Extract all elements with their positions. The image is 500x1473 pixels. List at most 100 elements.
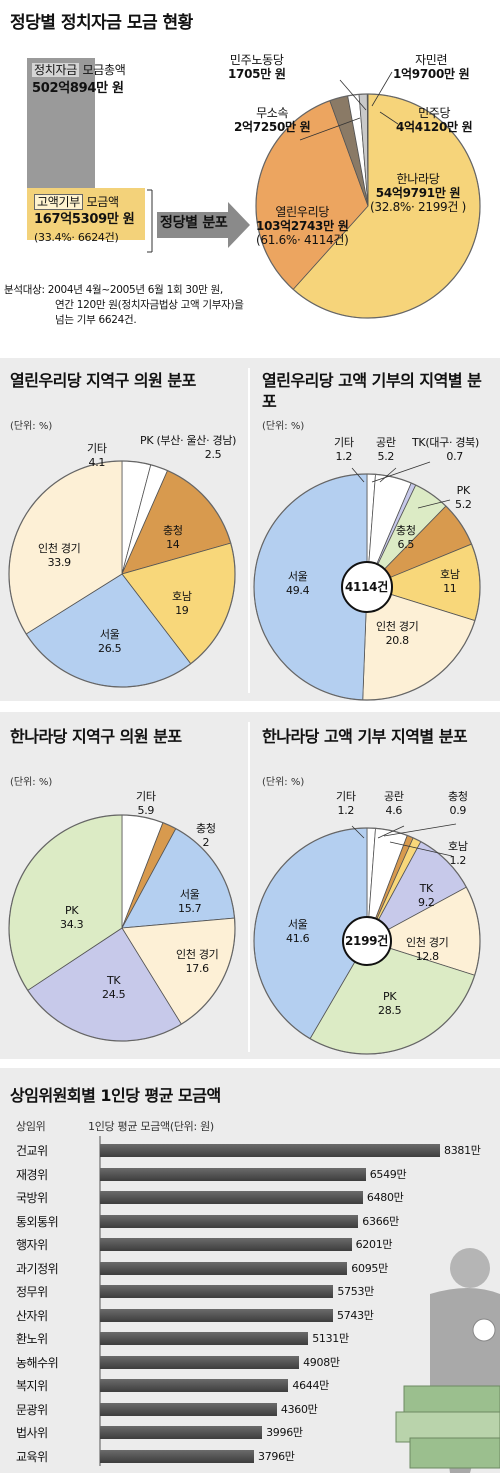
committee-bar bbox=[100, 1191, 363, 1204]
uri-g-label-incheon: 인천 경기 bbox=[376, 620, 419, 633]
committee-bar-value: 3996만 bbox=[266, 1426, 303, 1439]
committee-section: 상임위원회별 1인당 평균 모금액 상임위 1인당 평균 모금액(단위: 원) … bbox=[0, 1068, 500, 1473]
committee-bar-value: 4360만 bbox=[280, 1402, 318, 1416]
party-leader-0 bbox=[339, 79, 367, 111]
arrow-label: 정당별 분포 bbox=[160, 215, 228, 231]
uri-g-label-chungcheong: 충청 bbox=[396, 524, 416, 537]
han-d-value-pk: 34.3 bbox=[60, 918, 84, 931]
committee-row: 농해수위 4908만 bbox=[0, 1352, 500, 1374]
committee-bar bbox=[100, 1379, 289, 1392]
committee-row: 복지위 4644만 bbox=[0, 1375, 500, 1397]
han-d-label-incheon: 인천 경기 bbox=[176, 948, 219, 961]
han-d-value-seoul: 15.7 bbox=[178, 902, 202, 915]
uri-section: 열린우리당 지역구 의원 분포 (단위: %) 열린우리당 고액 기부의 지역별… bbox=[0, 358, 500, 701]
distribution-arrow bbox=[157, 202, 250, 248]
hannara-donation-leader-3 bbox=[389, 841, 453, 857]
committee-row: 산자위 5743만 bbox=[0, 1305, 500, 1327]
uri-g-value-tk: 0.7 bbox=[446, 450, 463, 463]
hannara-donation-leader-0 bbox=[351, 825, 365, 839]
uri-donation-leader-3 bbox=[417, 499, 451, 509]
uri-d-value-incheon: 33.9 bbox=[47, 556, 72, 569]
uri-g-label-pk: PK bbox=[456, 484, 471, 497]
uri-district-title: 열린우리당 지역구 의원 분포 bbox=[10, 371, 196, 390]
committee-category: 복지위 bbox=[16, 1379, 48, 1393]
uri-donation-leader-2 bbox=[371, 461, 431, 483]
total-label-a: 정치자금 bbox=[32, 63, 79, 77]
high-label-a: 고액기부 bbox=[34, 194, 83, 210]
uri-d-label-incheon: 인천 경기 bbox=[38, 542, 81, 555]
han-g-value-blank: 4.6 bbox=[385, 804, 403, 817]
han-g-label-honam: 호남 bbox=[448, 840, 468, 853]
uri-g-value-pk: 5.2 bbox=[455, 498, 472, 511]
party-leader-1 bbox=[371, 71, 393, 107]
overview-graphic bbox=[27, 58, 481, 319]
committee-category: 교육위 bbox=[16, 1449, 48, 1464]
han-g-value-tk: 9.2 bbox=[418, 896, 435, 909]
committee-category: 건교위 bbox=[16, 1144, 48, 1158]
committee-category: 환노위 bbox=[16, 1332, 48, 1346]
hannara-donation-unit: (단위: %) bbox=[262, 777, 305, 788]
han-g-label-tk: TK bbox=[419, 882, 434, 895]
committee-bar-value: 6480만 bbox=[366, 1191, 404, 1204]
committee-category: 법사위 bbox=[16, 1426, 48, 1440]
high-label-b: 모금액 bbox=[86, 195, 119, 209]
hannara-donation-leader-1 bbox=[377, 825, 405, 839]
share-uri: (61.6%· 4114건) bbox=[256, 233, 349, 247]
uri-d-label-chungcheong: 충청 bbox=[163, 524, 183, 537]
uri-district-unit: (단위: %) bbox=[10, 421, 53, 432]
value-democratic-labor: 1705만 원 bbox=[228, 67, 286, 81]
uri-d-label-pk: PK (부산· 울산· 경남) bbox=[140, 434, 237, 447]
uri-d-value-chungcheong: 14 bbox=[166, 538, 180, 551]
note-line-2: 연간 120만 원(정치자금법상 고액 기부자)을 bbox=[55, 299, 244, 311]
committee-category: 재경위 bbox=[16, 1167, 48, 1182]
uri-g-label-etc: 기타 bbox=[334, 436, 354, 449]
hannara-donation-leader-2 bbox=[383, 823, 457, 837]
committee-bar-value: 5131만 bbox=[312, 1332, 349, 1345]
committee-bar bbox=[100, 1355, 300, 1369]
uri-g-label-honam: 호남 bbox=[440, 568, 460, 581]
uri-g-value-seoul: 49.4 bbox=[286, 584, 310, 597]
hannara-donation-title: 한나라당 고액 기부 지역별 분포 bbox=[262, 727, 468, 746]
value-democratic: 4억4120만 원 bbox=[396, 120, 473, 134]
han-d-label-tk: TK bbox=[106, 974, 121, 987]
han-d-label-etc: 기타 bbox=[136, 790, 156, 803]
uri-g-value-etc: 1.2 bbox=[335, 450, 353, 463]
committee-bar-value: 6095만 bbox=[351, 1261, 388, 1275]
han-d-label-seoul: 서울 bbox=[179, 888, 200, 901]
committee-category: 통외통위 bbox=[16, 1214, 59, 1229]
party-pie bbox=[255, 93, 481, 319]
committee-category: 국방위 bbox=[16, 1191, 48, 1205]
uri-d-label-honam: 호남 bbox=[172, 590, 192, 603]
committee-bar bbox=[100, 1144, 440, 1157]
committee-bar bbox=[100, 1261, 348, 1275]
han-g-label-pk: PK bbox=[383, 990, 397, 1003]
uri-donation-leader-1 bbox=[379, 467, 397, 483]
hannara-donation-pie bbox=[253, 827, 481, 1055]
uri-donation-pie bbox=[253, 473, 481, 701]
party-leader-3 bbox=[379, 111, 399, 125]
committee-row: 정무위 5753만 bbox=[0, 1281, 500, 1303]
total-label-b: 모금총액 bbox=[82, 63, 126, 77]
committee-row: 법사위 3996만 bbox=[0, 1422, 500, 1444]
committee-bar-value: 5743만 bbox=[337, 1308, 374, 1322]
label-uri: 열린우리당 bbox=[275, 205, 330, 219]
share-hannara: (32.8%· 2199건 ) bbox=[370, 200, 467, 214]
label-jaminryeon: 자민련 bbox=[415, 53, 448, 67]
han-g-label-blank: 공란 bbox=[384, 790, 404, 803]
committee-title: 상임위원회별 1인당 평균 모금액 bbox=[10, 1086, 221, 1105]
han-g-label-chungcheong: 충청 bbox=[448, 790, 468, 803]
uri-count-circle bbox=[341, 561, 393, 613]
committee-row: 교육위 3796만 bbox=[0, 1446, 500, 1468]
overview-section: 정당별 정치자금 모금 현황 정치자금 모금총액 502억894만 원 고액기부… bbox=[0, 0, 500, 347]
han-g-value-honam: 1.2 bbox=[449, 854, 467, 867]
uri-g-value-incheon: 20.8 bbox=[385, 634, 410, 647]
committee-bar-value: 4908만 bbox=[303, 1355, 340, 1369]
value-jaminryeon: 1억9700만 원 bbox=[393, 67, 470, 81]
label-hannara: 한나라당 bbox=[396, 172, 440, 186]
committee-value-label: 1인당 평균 모금액(단위: 원) bbox=[88, 1120, 214, 1133]
high-share: (33.4%· 6624건) bbox=[34, 231, 119, 244]
committee-row: 행자위 6201만 bbox=[0, 1234, 500, 1256]
committee-row: 과기정위 6095만 bbox=[0, 1258, 500, 1280]
uri-d-label-etc: 기타 bbox=[87, 442, 107, 455]
hannara-district-unit: (단위: %) bbox=[10, 777, 53, 788]
